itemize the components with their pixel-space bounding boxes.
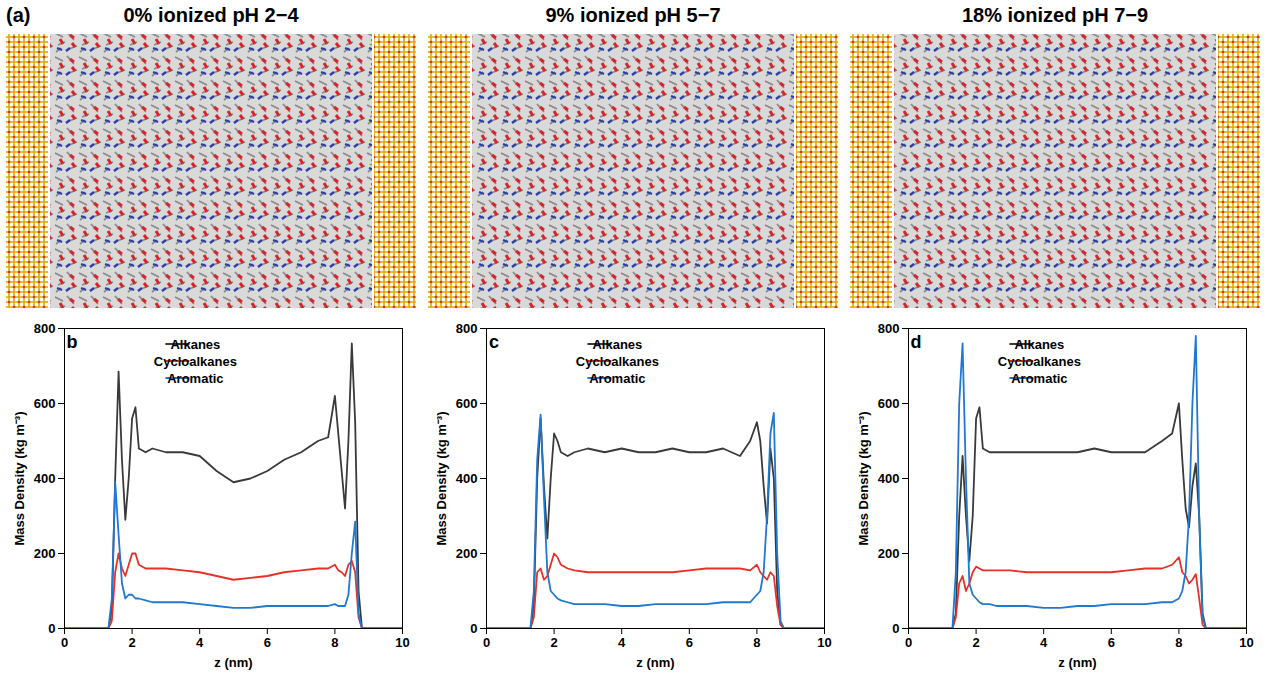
svg-text:400: 400 xyxy=(34,471,56,486)
svg-text:6: 6 xyxy=(686,635,693,650)
svg-text:400: 400 xyxy=(456,471,478,486)
svg-text:Mass Density (kg m⁻³): Mass Density (kg m⁻³) xyxy=(12,411,27,545)
svg-text:Cycloalkanes: Cycloalkanes xyxy=(154,354,237,369)
svg-text:Aromatic: Aromatic xyxy=(167,371,223,386)
svg-text:z (nm): z (nm) xyxy=(1058,655,1096,670)
svg-text:8: 8 xyxy=(1175,635,1182,650)
svg-text:c: c xyxy=(489,332,499,352)
svg-text:200: 200 xyxy=(878,546,900,561)
svg-text:800: 800 xyxy=(878,321,900,336)
svg-text:0: 0 xyxy=(470,621,477,636)
svg-text:800: 800 xyxy=(456,321,478,336)
svg-text:z (nm): z (nm) xyxy=(636,655,674,670)
svg-text:0: 0 xyxy=(905,635,912,650)
svg-text:6: 6 xyxy=(1108,635,1115,650)
svg-text:800: 800 xyxy=(34,321,56,336)
svg-text:Aromatic: Aromatic xyxy=(589,371,645,386)
svg-text:Alkanes: Alkanes xyxy=(1014,337,1064,352)
svg-text:400: 400 xyxy=(878,471,900,486)
svg-text:4: 4 xyxy=(618,635,626,650)
svg-text:Cycloalkanes: Cycloalkanes xyxy=(998,354,1081,369)
svg-text:Aromatic: Aromatic xyxy=(1011,371,1067,386)
svg-text:2: 2 xyxy=(972,635,979,650)
svg-text:10: 10 xyxy=(817,635,831,650)
svg-text:d: d xyxy=(911,332,922,352)
html-text:(a): (a) xyxy=(6,4,31,26)
svg-text:Alkanes: Alkanes xyxy=(170,337,220,352)
svg-text:2: 2 xyxy=(550,635,557,650)
svg-text:2: 2 xyxy=(128,635,135,650)
svg-text:0: 0 xyxy=(61,635,68,650)
svg-text:0: 0 xyxy=(483,635,490,650)
svg-text:600: 600 xyxy=(34,396,56,411)
svg-text:4: 4 xyxy=(196,635,204,650)
html-text:9% ionized pH 5−7: 9% ionized pH 5−7 xyxy=(545,4,721,26)
svg-text:Mass Density (kg m⁻³): Mass Density (kg m⁻³) xyxy=(856,411,871,545)
svg-text:200: 200 xyxy=(34,546,56,561)
svg-text:0: 0 xyxy=(48,621,55,636)
svg-text:z (nm): z (nm) xyxy=(214,655,252,670)
svg-text:Cycloalkanes: Cycloalkanes xyxy=(576,354,659,369)
svg-text:600: 600 xyxy=(878,396,900,411)
svg-text:200: 200 xyxy=(456,546,478,561)
svg-text:0: 0 xyxy=(892,621,899,636)
svg-text:4: 4 xyxy=(1040,635,1048,650)
svg-text:600: 600 xyxy=(456,396,478,411)
html-text:0% ionized pH 2−4: 0% ionized pH 2−4 xyxy=(123,4,299,26)
svg-text:Mass Density (kg m⁻³): Mass Density (kg m⁻³) xyxy=(434,411,449,545)
svg-text:b: b xyxy=(67,332,78,352)
svg-text:6: 6 xyxy=(264,635,271,650)
svg-text:10: 10 xyxy=(395,635,409,650)
svg-text:8: 8 xyxy=(331,635,338,650)
html-text:18% ionized pH 7−9: 18% ionized pH 7−9 xyxy=(961,4,1149,26)
svg-text:8: 8 xyxy=(753,635,760,650)
svg-text:Alkanes: Alkanes xyxy=(592,337,642,352)
svg-text:10: 10 xyxy=(1239,635,1253,650)
